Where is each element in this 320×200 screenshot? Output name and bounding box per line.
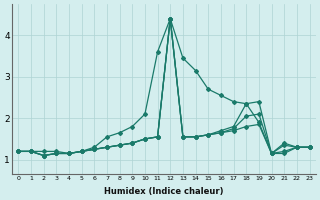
- X-axis label: Humidex (Indice chaleur): Humidex (Indice chaleur): [104, 187, 224, 196]
